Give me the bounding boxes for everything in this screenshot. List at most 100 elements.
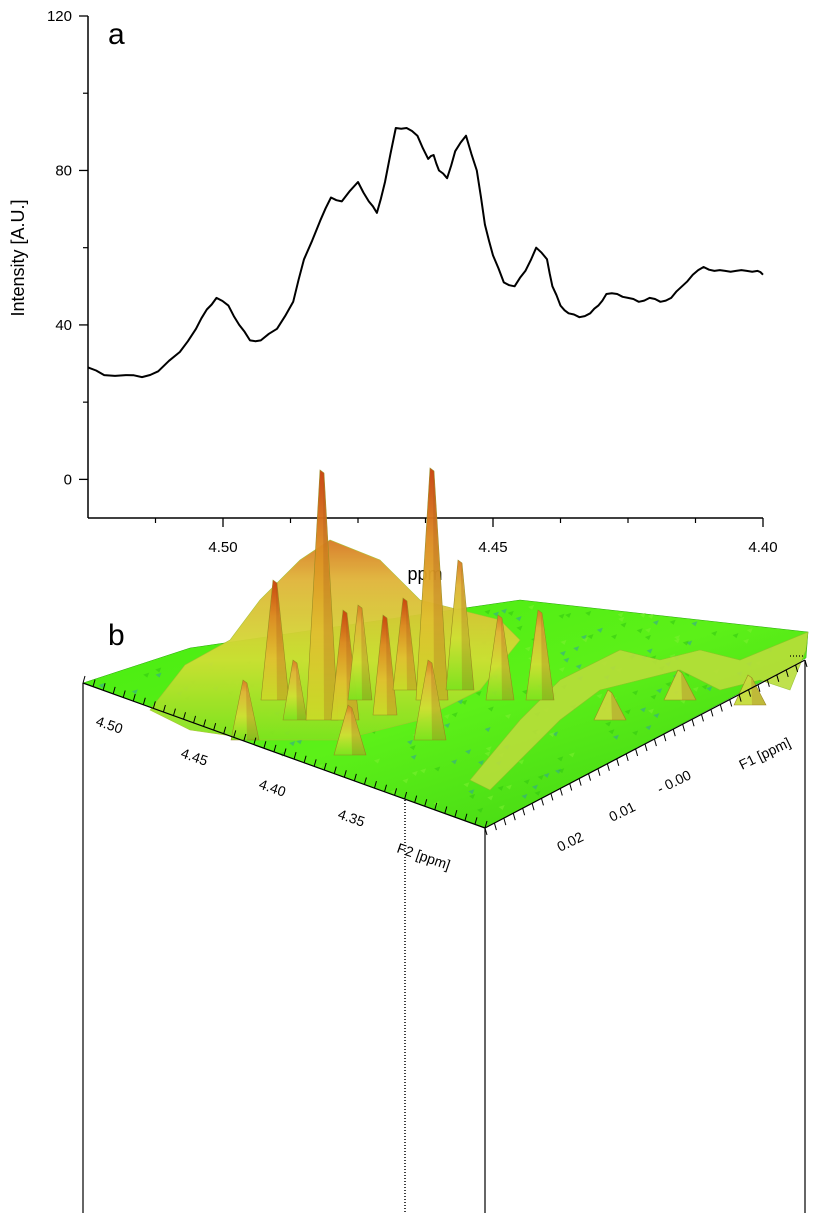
f1-tick [597, 768, 601, 776]
surface-facet [560, 639, 567, 645]
f2-tick [313, 759, 317, 767]
surface-facet [559, 650, 566, 656]
f2-tick [132, 693, 136, 702]
surface-facet [498, 804, 505, 810]
y-tick-label: 0 [64, 471, 72, 488]
surface-facet [543, 772, 550, 778]
surface-peak [413, 659, 447, 741]
surface-facet [487, 706, 494, 712]
surface-facet [451, 712, 458, 718]
surface-facet [463, 782, 470, 788]
surface-peak-shade [431, 662, 446, 740]
f1-tick [757, 684, 761, 692]
surface-facet [521, 689, 528, 695]
surface-facet [711, 630, 718, 636]
surface-facet [484, 609, 491, 615]
f2-tick-label: 4.50 [94, 713, 125, 737]
surface-facet [296, 739, 303, 745]
panel-b-3d-surface: b [82, 467, 809, 1213]
f1-tick [493, 822, 497, 831]
surface-peak-shade [751, 677, 766, 705]
surface-peak-shade [461, 562, 474, 690]
surface-peak [733, 674, 767, 706]
surface-facet [656, 688, 663, 694]
f2-tick-label: 4.40 [257, 776, 288, 800]
f1-tick [484, 827, 488, 836]
f1-tick [795, 664, 799, 673]
surface-facet [587, 634, 594, 640]
surface-facet [632, 730, 639, 736]
surface-facet [608, 729, 615, 735]
surface-facet [645, 725, 652, 731]
surface-facet [701, 684, 708, 690]
f1-tick [785, 669, 789, 678]
f2-tick-label: 4.35 [336, 806, 367, 830]
surface-peak-shade [361, 607, 372, 700]
f1-tick-label: - 0.00 [654, 767, 693, 797]
surface-facet [647, 613, 654, 619]
f1-tick [729, 699, 733, 707]
f2-tick [474, 817, 478, 825]
surface-peak [445, 559, 475, 691]
surface-facet [131, 689, 138, 695]
f1-tick [644, 743, 648, 752]
surface-peak [485, 614, 515, 701]
surface-peak [347, 604, 373, 701]
surface-facet [402, 778, 409, 784]
surface-facet [585, 610, 592, 616]
surface-facet [568, 752, 575, 758]
f2-tick [223, 726, 227, 734]
surface-hills-right [469, 631, 809, 791]
surface-facet [617, 612, 624, 618]
surface-peak-shade [433, 470, 448, 700]
f2-tick [253, 737, 257, 745]
surface-facet [409, 745, 416, 751]
surface-peak-shade [386, 617, 397, 715]
surface-facet [534, 790, 541, 796]
surface-facet [682, 640, 689, 646]
surface-facet [406, 739, 413, 745]
f2-tick [414, 795, 418, 803]
f2-tick [343, 770, 347, 778]
surface-facet [484, 751, 491, 757]
surface-facet [646, 648, 653, 654]
surface-facet [552, 731, 559, 737]
x-tick-label: 4.40 [748, 539, 777, 556]
y-tick-label: 120 [47, 8, 72, 25]
f2-tick [303, 755, 307, 763]
surface-facet [645, 627, 652, 633]
surface-facet [558, 613, 565, 619]
f2-tick [92, 679, 96, 687]
surface-peak [282, 659, 308, 721]
f2-tick [172, 708, 176, 716]
surface-facet [444, 722, 451, 728]
f2-tick [394, 788, 398, 796]
surface-facet [647, 708, 654, 714]
surface-facet [155, 672, 162, 678]
surface-facet [582, 637, 589, 643]
f1-tick [625, 753, 629, 762]
f2-tick [373, 780, 377, 789]
y-axis-title: Intensity [A.U.] [8, 199, 28, 316]
surface-facet [504, 713, 511, 719]
f1-tick [663, 733, 667, 742]
surface-facet [497, 785, 504, 791]
surface-facet [611, 634, 618, 640]
surface-peaks [230, 467, 767, 756]
f1-tick [522, 808, 526, 816]
panel-a-label: a [108, 18, 125, 51]
surface-facet [746, 628, 753, 634]
f2-tick [183, 712, 186, 720]
surface-peak-shade [351, 707, 366, 755]
f2-tick [263, 741, 267, 749]
f1-tick [700, 714, 704, 722]
surface-facet [537, 774, 544, 780]
f1-tick [540, 798, 544, 806]
surface-facet [410, 754, 417, 760]
surface-facet [475, 691, 482, 697]
surface-facet [706, 686, 713, 692]
f1-tick [550, 793, 554, 801]
f1-tick-label: 0.01 [606, 798, 638, 824]
surface-facet [686, 640, 693, 646]
f2-tick [424, 799, 428, 807]
